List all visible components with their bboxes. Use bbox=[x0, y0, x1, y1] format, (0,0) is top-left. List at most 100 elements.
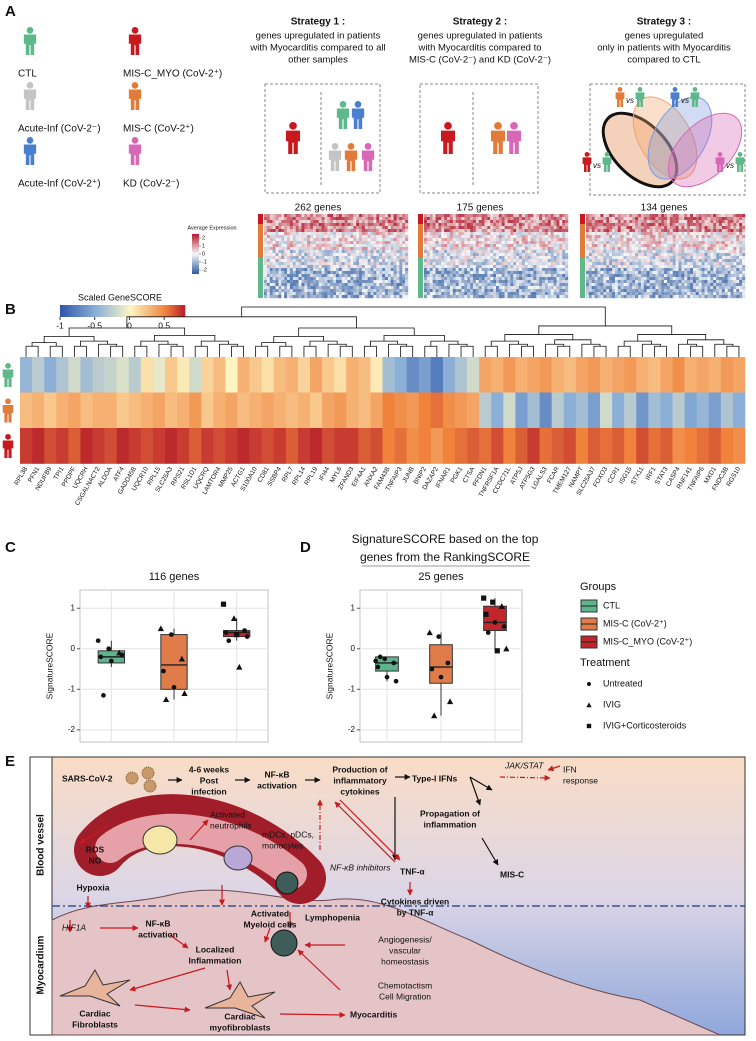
thumb-cell bbox=[379, 238, 382, 241]
thumb-cell bbox=[531, 292, 534, 295]
thumb-cell bbox=[699, 280, 702, 283]
thumb-cell bbox=[287, 256, 290, 259]
thumb-cell bbox=[531, 253, 534, 256]
thumb-cell bbox=[554, 247, 557, 250]
thumb-cell bbox=[304, 262, 307, 265]
heatmap-cell bbox=[503, 393, 515, 429]
thumb-cell bbox=[699, 292, 702, 295]
thumb-cell bbox=[586, 277, 589, 280]
thumb-cell bbox=[319, 271, 322, 274]
thumb-cell bbox=[350, 295, 353, 298]
thumb-cell bbox=[690, 262, 693, 265]
thumb-cell bbox=[522, 256, 525, 259]
thumb-cell bbox=[385, 271, 388, 274]
thumb-cell bbox=[676, 220, 679, 223]
thumb-cell bbox=[632, 220, 635, 223]
thumb-cell bbox=[684, 268, 687, 271]
thumb-cell bbox=[502, 238, 505, 241]
thumb-cell bbox=[284, 247, 287, 250]
thumb-cell bbox=[296, 232, 299, 235]
thumb-cell bbox=[342, 253, 345, 256]
strategy-title: Strategy 1 : bbox=[291, 17, 345, 28]
thumb-cell bbox=[293, 238, 296, 241]
thumb-cell bbox=[531, 250, 534, 253]
thumb-cell bbox=[722, 292, 725, 295]
thumb-cell bbox=[728, 217, 731, 220]
thumb-cell bbox=[350, 250, 353, 253]
thumb-cell bbox=[615, 253, 618, 256]
thumb-cell bbox=[348, 247, 351, 250]
heatmap-cell bbox=[419, 393, 431, 429]
thumb-cell bbox=[641, 232, 644, 235]
thumb-cell bbox=[565, 250, 568, 253]
thumb-cell bbox=[493, 223, 496, 226]
thumb-cell bbox=[722, 232, 725, 235]
thumb-cell bbox=[545, 217, 548, 220]
thumb-cell bbox=[281, 265, 284, 268]
thumb-cell bbox=[667, 247, 670, 250]
thumb-cell bbox=[516, 214, 519, 217]
heatmap-cell bbox=[503, 357, 515, 393]
thumb-cell bbox=[399, 238, 402, 241]
thumb-cell bbox=[388, 289, 391, 292]
thumb-cell bbox=[270, 244, 273, 247]
thumb-cell bbox=[394, 271, 397, 274]
thumb-cell bbox=[589, 223, 592, 226]
colorbar bbox=[175, 305, 178, 317]
thumb-cell bbox=[658, 262, 661, 265]
thumb-cell bbox=[679, 265, 682, 268]
thumb-cell bbox=[290, 256, 293, 259]
thumb-cell bbox=[327, 292, 330, 295]
thumb-cell bbox=[598, 262, 601, 265]
thumb-cell bbox=[459, 232, 462, 235]
thumb-cell bbox=[290, 274, 293, 277]
thumb-cell bbox=[626, 256, 629, 259]
thumb-cell bbox=[301, 259, 304, 262]
thumb-cell bbox=[388, 238, 391, 241]
thumb-cell bbox=[487, 292, 490, 295]
thumb-cell bbox=[379, 262, 382, 265]
diagram-label: inflammation bbox=[424, 819, 477, 829]
thumb-cell bbox=[293, 271, 296, 274]
thumb-cell bbox=[333, 280, 336, 283]
thumb-cell bbox=[461, 250, 464, 253]
thumb-cell bbox=[635, 256, 638, 259]
thumb-cell bbox=[327, 295, 330, 298]
thumb-cell bbox=[679, 247, 682, 250]
thumb-cell bbox=[707, 259, 710, 262]
thumb-cell bbox=[441, 238, 444, 241]
heatmap-cell bbox=[431, 393, 443, 429]
thumb-cell bbox=[505, 244, 508, 247]
thumb-cell bbox=[621, 226, 624, 229]
thumb-cell bbox=[615, 214, 618, 217]
thumb-cell bbox=[382, 286, 385, 289]
thumb-cell bbox=[270, 295, 273, 298]
thumb-cell bbox=[652, 271, 655, 274]
thumb-cell bbox=[482, 250, 485, 253]
thumb-cell bbox=[603, 292, 606, 295]
thumb-cell bbox=[565, 271, 568, 274]
thumb-cell bbox=[388, 232, 391, 235]
thumb-cell bbox=[742, 259, 745, 262]
thumb-cell bbox=[612, 256, 615, 259]
thumb-cell bbox=[330, 259, 333, 262]
heatmap-cell bbox=[648, 428, 660, 464]
thumb-cell bbox=[626, 265, 629, 268]
thumb-cell bbox=[733, 289, 736, 292]
thumb-cell bbox=[618, 295, 621, 298]
thumb-cell bbox=[470, 247, 473, 250]
colorbar bbox=[160, 305, 163, 317]
thumb-cell bbox=[264, 286, 267, 289]
thumb-cell bbox=[290, 235, 293, 238]
thumb-cell bbox=[713, 280, 716, 283]
thumb-cell bbox=[319, 283, 322, 286]
person-icon bbox=[718, 152, 723, 157]
thumb-cell bbox=[350, 286, 353, 289]
thumb-cell bbox=[638, 235, 641, 238]
thumb-cell bbox=[453, 265, 456, 268]
thumb-cell bbox=[742, 232, 745, 235]
thumb-cell bbox=[647, 244, 650, 247]
thumb-cell bbox=[658, 289, 661, 292]
thumb-cell bbox=[436, 256, 439, 259]
thumb-cell bbox=[664, 217, 667, 220]
